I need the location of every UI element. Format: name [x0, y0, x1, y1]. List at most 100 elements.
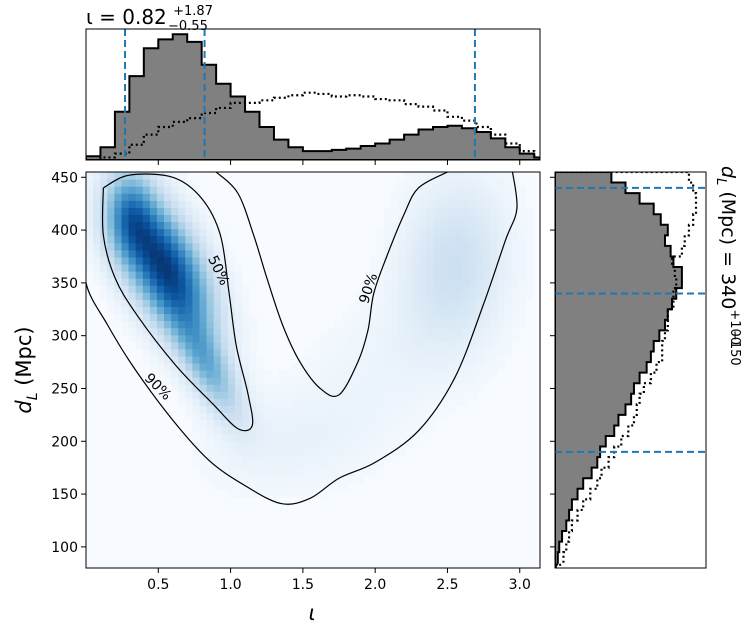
density-cell	[320, 483, 328, 491]
density-cell	[284, 405, 293, 414]
density-cell	[433, 228, 442, 237]
density-cell	[327, 341, 335, 350]
density-cell	[227, 490, 236, 498]
density-cell	[263, 398, 272, 406]
density-cell	[469, 228, 477, 237]
density-cell	[192, 228, 201, 237]
density-cell	[86, 221, 94, 230]
density-cell	[100, 207, 108, 216]
density-cell	[100, 214, 108, 223]
density-cell	[313, 433, 321, 442]
density-cell	[142, 285, 151, 293]
density-cell	[93, 214, 101, 223]
density-cell	[476, 172, 484, 180]
density-cell	[135, 278, 144, 286]
density-cell	[419, 377, 428, 385]
density-cell	[128, 193, 137, 201]
density-cell	[220, 447, 229, 456]
density-cell	[447, 186, 456, 194]
density-cell	[405, 242, 413, 251]
density-cell	[213, 278, 222, 286]
density-cell	[398, 299, 406, 307]
density-cell	[220, 384, 229, 392]
density-cell	[476, 334, 484, 343]
density-cell	[128, 327, 137, 336]
density-cell	[178, 207, 186, 216]
density-cell	[391, 327, 399, 336]
density-cell	[334, 461, 342, 470]
right-frame	[554, 171, 707, 569]
density-cell	[164, 292, 172, 300]
density-cell	[284, 433, 293, 442]
density-cell	[185, 370, 193, 378]
density-cell	[398, 179, 406, 187]
density-cell	[199, 242, 208, 251]
density-cell	[405, 426, 413, 435]
density-cell	[135, 299, 144, 307]
density-cell	[497, 200, 506, 208]
density-cell	[227, 271, 236, 279]
density-cell	[469, 214, 477, 223]
density-cell	[220, 454, 229, 463]
density-cell	[199, 214, 208, 223]
density-cell	[199, 454, 208, 463]
density-cell	[171, 271, 179, 279]
density-cell	[213, 370, 222, 378]
density-cell	[135, 207, 144, 216]
density-cell	[149, 172, 158, 180]
density-cell	[277, 461, 286, 470]
density-cell	[171, 348, 179, 357]
density-cell	[178, 172, 186, 180]
density-cell	[490, 207, 499, 216]
density-cell	[242, 313, 250, 322]
density-cell	[447, 179, 456, 187]
density-cell	[433, 299, 442, 307]
density-cell	[405, 377, 413, 385]
density-cell	[412, 214, 420, 223]
density-cell	[454, 348, 463, 357]
density-cell	[497, 313, 506, 322]
density-cell	[355, 327, 364, 336]
density-cell	[305, 370, 314, 378]
density-cell	[355, 461, 364, 470]
density-cell	[164, 235, 172, 244]
density-cell	[398, 285, 406, 293]
density-cell	[461, 299, 470, 307]
density-cell	[178, 235, 186, 244]
density-cell	[440, 313, 449, 322]
density-cell	[199, 469, 208, 477]
density-cell	[383, 405, 392, 414]
density-cell	[398, 447, 406, 456]
density-cell	[518, 271, 527, 279]
density-cell	[284, 454, 293, 463]
density-cell	[476, 256, 484, 265]
density-cell	[227, 355, 236, 364]
density-cell	[440, 334, 449, 343]
density-cell	[461, 263, 470, 272]
density-cell	[192, 355, 201, 364]
density-cell	[419, 391, 428, 399]
density-cell	[249, 384, 257, 392]
density-cell	[320, 433, 328, 442]
density-cell	[178, 271, 186, 279]
density-cell	[185, 377, 193, 385]
density-cell	[454, 271, 463, 279]
density-cell	[249, 391, 257, 399]
density-cell	[206, 433, 215, 442]
density-cell	[164, 256, 172, 265]
density-cell	[121, 186, 130, 194]
density-cell	[362, 306, 371, 315]
density-cell	[454, 235, 463, 244]
density-cell	[277, 490, 286, 498]
density-cell	[469, 263, 477, 272]
density-cell	[369, 327, 378, 336]
density-cell	[291, 419, 300, 428]
density-cell	[213, 454, 222, 463]
density-cell	[135, 334, 144, 343]
density-cell	[320, 461, 328, 470]
density-cell	[497, 299, 506, 307]
density-cell	[298, 384, 307, 392]
density-cell	[383, 355, 392, 364]
density-cell	[128, 299, 137, 307]
density-cell	[142, 235, 151, 244]
